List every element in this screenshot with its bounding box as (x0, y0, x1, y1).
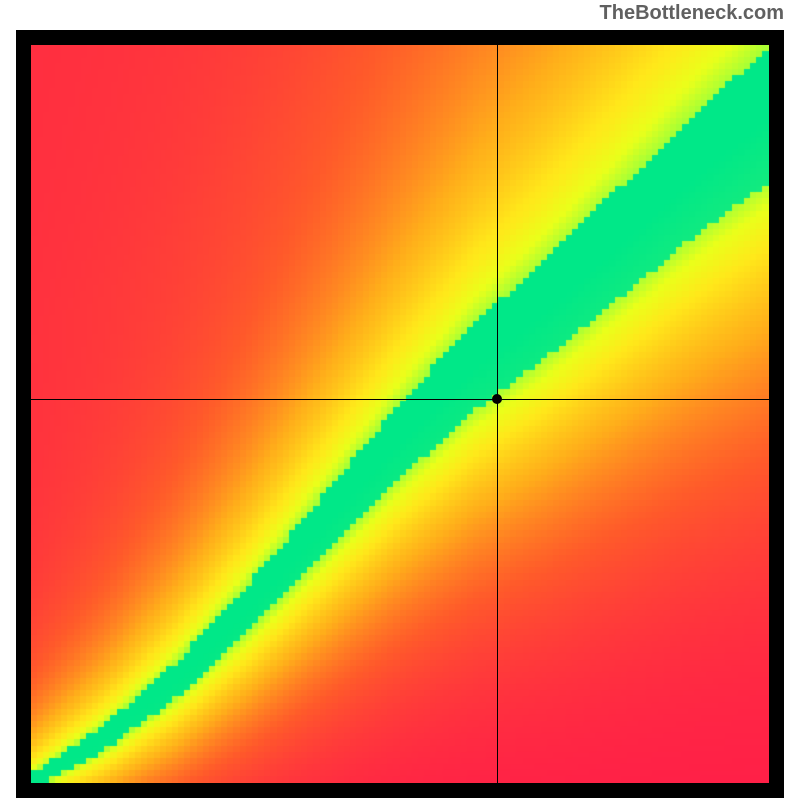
crosshair-vertical (497, 45, 498, 783)
plot-frame (16, 30, 784, 798)
watermark-text: TheBottleneck.com (600, 2, 784, 25)
crosshair-horizontal (31, 399, 769, 400)
chart-container: { "watermark": { "text": "TheBottleneck.… (0, 0, 800, 800)
heatmap-canvas (31, 45, 769, 783)
